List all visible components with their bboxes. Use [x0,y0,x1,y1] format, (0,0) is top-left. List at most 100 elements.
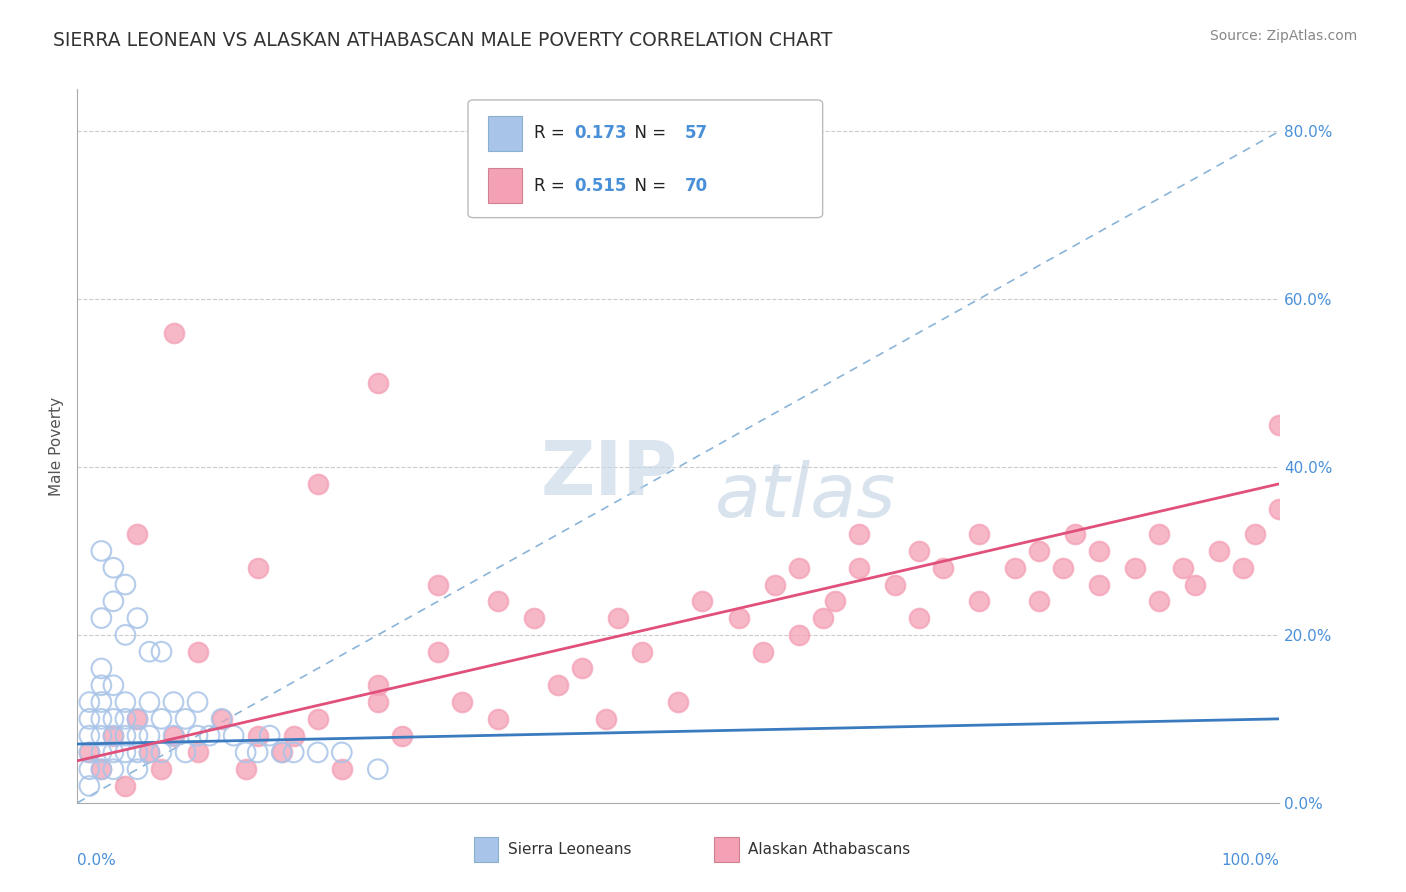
Point [90,544,112,558]
Point [932,560,955,574]
Point [246,560,269,574]
Point [270,746,292,760]
Point [367,678,389,692]
Point [174,712,197,726]
Point [1149,594,1171,608]
Point [90,712,112,726]
Point [127,527,149,541]
Point [114,712,136,726]
Point [79,695,101,709]
Point [391,729,413,743]
Point [1244,527,1267,541]
Point [967,527,990,541]
Point [79,779,101,793]
Point [103,560,125,574]
Point [908,544,931,558]
Point [1052,560,1074,574]
Point [1208,544,1230,558]
Point [222,729,245,743]
Text: R =: R = [534,177,571,194]
Point [90,762,112,776]
Point [127,746,149,760]
Point [79,762,101,776]
Point [1004,560,1026,574]
Point [114,628,136,642]
Point [114,746,136,760]
Point [1028,594,1050,608]
Point [198,729,221,743]
Point [367,762,389,776]
Point [246,746,269,760]
Point [763,577,786,591]
Point [138,729,160,743]
Point [571,661,593,675]
Point [751,645,773,659]
Point [330,746,353,760]
Point [187,695,209,709]
Point [523,611,546,625]
Point [486,712,509,726]
Point [162,326,184,340]
Point [211,712,233,726]
Point [138,645,160,659]
Point [367,376,389,390]
Point [90,678,112,692]
Point [150,746,173,760]
Point [1088,544,1111,558]
Point [162,729,184,743]
Point [79,712,101,726]
Point [127,712,149,726]
Text: 0.515: 0.515 [574,177,626,194]
Text: SIERRA LEONEAN VS ALASKAN ATHABASCAN MALE POVERTY CORRELATION CHART: SIERRA LEONEAN VS ALASKAN ATHABASCAN MAL… [53,31,832,50]
Text: 0.173: 0.173 [574,125,627,143]
Point [187,645,209,659]
Point [114,577,136,591]
Text: Source: ZipAtlas.com: Source: ZipAtlas.com [1209,29,1357,43]
FancyBboxPatch shape [474,837,498,862]
Point [787,560,810,574]
Point [307,712,329,726]
Point [283,729,305,743]
Point [307,476,329,491]
Point [1149,527,1171,541]
Point [1232,560,1254,574]
Point [211,712,233,726]
Point [127,729,149,743]
Point [90,762,112,776]
Point [79,746,101,760]
Point [162,695,184,709]
Point [307,746,329,760]
Point [103,746,125,760]
Point [187,729,209,743]
Point [150,645,173,659]
Point [90,611,112,625]
Point [138,746,160,760]
Point [150,712,173,726]
Point [90,695,112,709]
Point [692,594,714,608]
Point [668,695,690,709]
Text: 70: 70 [685,177,707,194]
Text: R =: R = [534,125,571,143]
Point [114,729,136,743]
Point [1173,560,1195,574]
Point [187,746,209,760]
Point [1184,577,1206,591]
Point [908,611,931,625]
Point [1123,560,1146,574]
Point [114,779,136,793]
Point [103,762,125,776]
FancyBboxPatch shape [488,169,522,202]
Text: 0.0%: 0.0% [77,853,117,868]
Point [367,695,389,709]
Point [259,729,281,743]
Point [235,746,257,760]
Point [787,628,810,642]
Point [427,577,450,591]
Point [607,611,630,625]
Point [138,746,160,760]
Point [103,729,125,743]
Point [235,762,257,776]
Point [1028,544,1050,558]
Text: N =: N = [624,125,672,143]
